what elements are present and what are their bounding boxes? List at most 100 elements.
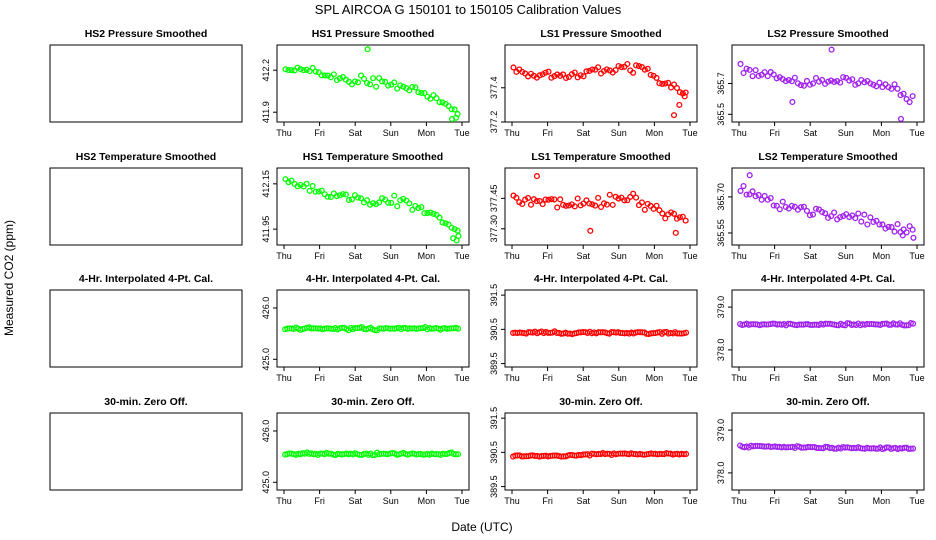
data-point xyxy=(633,62,640,69)
data-point xyxy=(653,74,660,81)
x-tick-label: Tue xyxy=(682,251,697,261)
panel-ls2-zero: 30-min. Zero Off. Thu Fri Sat Sun Mon Tue 378.0… xyxy=(716,396,925,506)
y-tick-label: 378.0 xyxy=(716,339,726,362)
x-tick-label: Sat xyxy=(348,496,362,506)
y-tick-label: 426.0 xyxy=(261,297,271,320)
data-point xyxy=(330,190,337,197)
data-point xyxy=(891,228,898,235)
data-point xyxy=(855,210,862,217)
panel-title: HS2 Pressure Smoothed xyxy=(85,28,208,40)
data-point xyxy=(452,114,459,121)
data-point xyxy=(336,192,343,199)
data-point xyxy=(542,196,549,203)
x-tick-label: Sun xyxy=(383,496,399,506)
data-point xyxy=(673,215,680,222)
y-tick-label: 365.7 xyxy=(716,72,726,95)
data-point xyxy=(888,224,895,231)
data-point xyxy=(906,98,913,106)
data-point xyxy=(379,78,386,85)
panel-ls1-temperature: LS1 Temperature Smoothed Thu Fri Sat Sun Mon T… xyxy=(489,151,698,261)
x-tick-label: Thu xyxy=(504,251,520,261)
x-tick-label: Tue xyxy=(454,496,469,506)
data-point xyxy=(309,64,316,72)
data-point xyxy=(682,217,689,224)
data-point xyxy=(418,89,425,96)
plot-frame xyxy=(49,44,243,123)
data-point xyxy=(746,172,753,179)
panel-title: LS2 Temperature Smoothed xyxy=(758,151,897,163)
data-point xyxy=(583,68,590,75)
data-point xyxy=(373,83,380,90)
data-point xyxy=(282,66,289,73)
data-point xyxy=(864,221,871,228)
x-tick-label: Fri xyxy=(542,251,553,261)
data-point xyxy=(641,66,648,73)
data-point xyxy=(288,67,295,74)
data-point xyxy=(770,202,777,209)
data-point xyxy=(776,206,783,213)
data-point xyxy=(557,72,564,79)
data-point xyxy=(548,196,555,203)
data-point xyxy=(545,68,552,75)
data-point xyxy=(409,206,416,213)
data-point xyxy=(873,217,880,224)
data-point xyxy=(321,72,328,79)
x-tick-label: Sun xyxy=(838,128,854,138)
data-point xyxy=(831,209,838,216)
data-point xyxy=(345,196,352,204)
data-point xyxy=(855,80,862,87)
data-point xyxy=(680,451,687,458)
plot-frame xyxy=(731,167,925,246)
panel-title: 30-min. Zero Off. xyxy=(786,396,870,408)
data-point xyxy=(682,89,689,96)
data-point xyxy=(803,207,810,214)
x-tick-label: Sat xyxy=(803,373,817,383)
data-point xyxy=(562,74,570,82)
x-tick-label: Sat xyxy=(803,251,817,261)
data-point xyxy=(737,60,744,67)
data-point xyxy=(818,76,826,84)
panel-ls2-pressure: LS2 Pressure Smoothed Thu Fri Sat Sun Mon Tue 3… xyxy=(716,28,925,138)
data-point xyxy=(870,218,877,226)
data-point xyxy=(743,191,750,198)
data-point xyxy=(755,72,762,79)
data-point xyxy=(635,63,643,70)
x-tick-label: Thu xyxy=(276,496,292,506)
x-tick-label: Sun xyxy=(383,251,399,261)
plot-frame xyxy=(276,289,470,368)
y-tick-label: 391.5 xyxy=(489,284,499,307)
data-point xyxy=(510,64,517,71)
panel-hs2-interp: 4-Hr. Interpolated 4-Pt. Cal. xyxy=(49,273,243,368)
data-point xyxy=(800,203,807,210)
data-point xyxy=(761,192,768,199)
data-point xyxy=(394,85,401,92)
data-point xyxy=(412,84,419,91)
data-point xyxy=(621,197,628,204)
data-point xyxy=(668,209,675,216)
data-point xyxy=(867,80,874,87)
data-point xyxy=(797,82,804,89)
data-point xyxy=(624,197,631,204)
data-point xyxy=(670,210,678,217)
data-point xyxy=(451,106,458,113)
data-point xyxy=(385,199,392,206)
plot-frame xyxy=(49,289,243,368)
data-point xyxy=(445,221,452,228)
x-tick-label: Thu xyxy=(504,128,520,138)
data-point xyxy=(560,71,567,78)
data-point xyxy=(618,64,625,71)
data-point xyxy=(615,62,622,70)
data-point xyxy=(385,82,392,89)
data-point xyxy=(764,196,771,203)
data-point xyxy=(909,226,916,233)
data-point xyxy=(587,227,594,234)
data-point xyxy=(891,81,898,88)
data-point xyxy=(789,98,796,106)
data-point xyxy=(294,64,301,71)
data-point xyxy=(606,191,613,198)
data-point xyxy=(909,93,916,100)
x-tick-label: Mon xyxy=(646,496,664,506)
plot-frame xyxy=(504,289,698,368)
data-point xyxy=(656,80,663,87)
x-tick-label: Fri xyxy=(769,128,780,138)
